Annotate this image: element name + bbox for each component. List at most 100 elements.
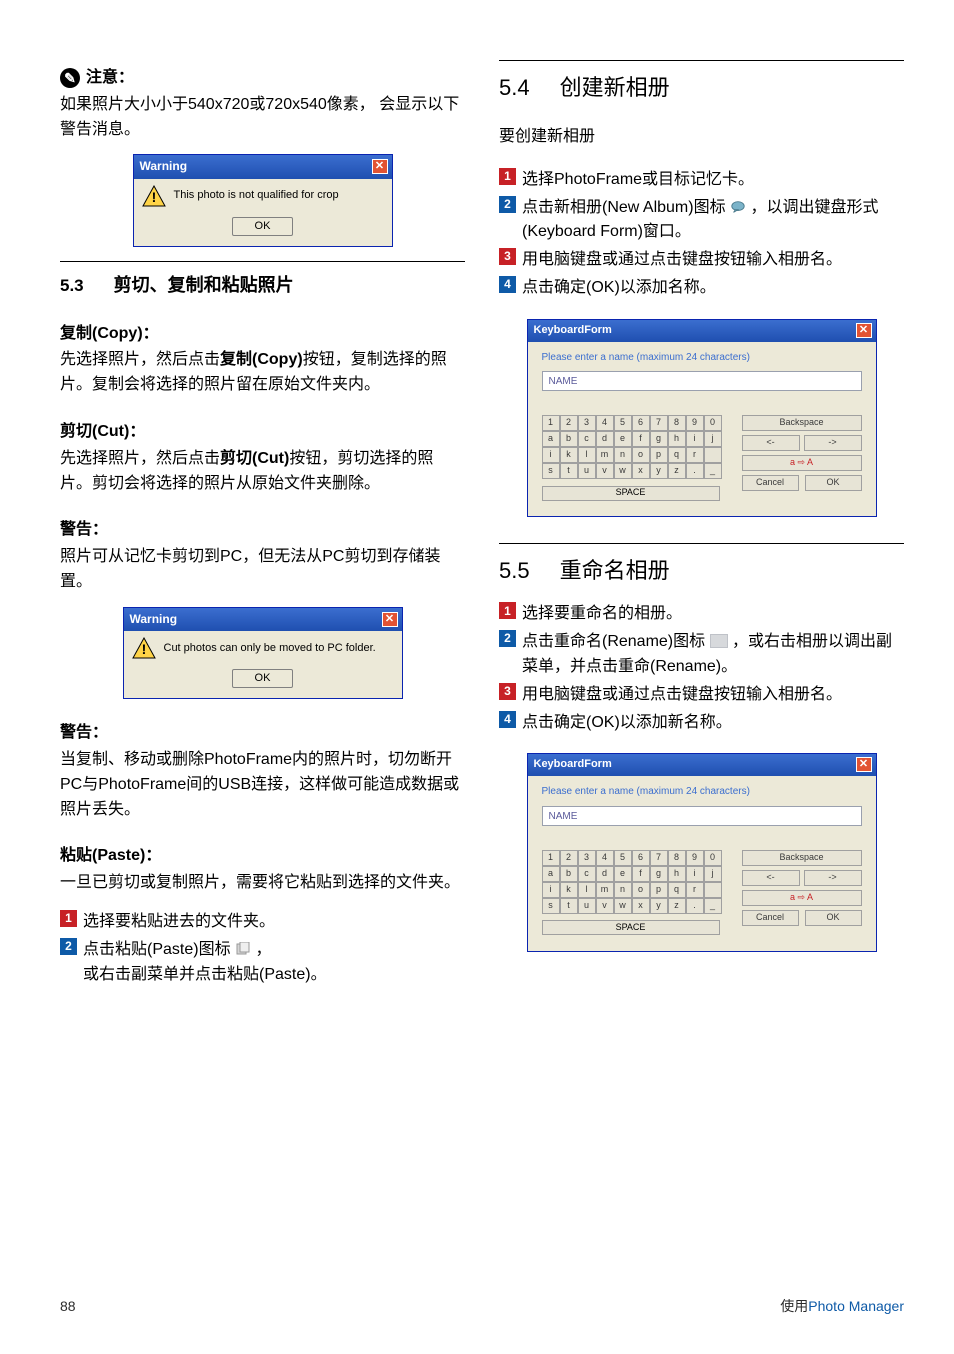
shift-key[interactable]: a ⇨ A — [742, 455, 862, 471]
kb-key[interactable]: q — [668, 882, 686, 898]
kb-key[interactable]: m — [596, 447, 614, 463]
name-input[interactable]: NAME — [542, 371, 862, 391]
kb-key[interactable]: 9 — [686, 850, 704, 866]
kb-key[interactable]: 5 — [614, 850, 632, 866]
kb-key[interactable]: g — [650, 866, 668, 882]
kb-key[interactable]: o — [632, 882, 650, 898]
kb-key[interactable]: j — [704, 431, 722, 447]
close-icon[interactable]: ✕ — [372, 159, 388, 174]
kb-key[interactable]: b — [560, 866, 578, 882]
kb-key[interactable]: c — [578, 866, 596, 882]
kb-key[interactable] — [704, 447, 722, 463]
kb-key[interactable]: u — [578, 898, 596, 914]
kb-key[interactable]: 0 — [704, 850, 722, 866]
kb-key[interactable]: _ — [704, 898, 722, 914]
shift-key[interactable]: a ⇨ A — [742, 890, 862, 906]
kb-key[interactable]: v — [596, 898, 614, 914]
kb-key[interactable]: y — [650, 898, 668, 914]
kb-key[interactable]: t — [560, 898, 578, 914]
kb-key[interactable]: u — [578, 463, 596, 479]
kb-key[interactable]: 4 — [596, 850, 614, 866]
kb-key[interactable]: p — [650, 447, 668, 463]
kb-key[interactable]: . — [686, 898, 704, 914]
kb-key[interactable]: 5 — [614, 415, 632, 431]
kb-key[interactable]: s — [542, 463, 560, 479]
cancel-button[interactable]: Cancel — [742, 475, 799, 491]
kb-key[interactable]: 6 — [632, 415, 650, 431]
space-key[interactable]: SPACE — [542, 486, 720, 501]
kb-key[interactable]: n — [614, 447, 632, 463]
ok-button[interactable]: OK — [805, 910, 862, 926]
kb-key[interactable]: 6 — [632, 850, 650, 866]
kb-key[interactable]: 1 — [542, 850, 560, 866]
kb-key[interactable] — [704, 882, 722, 898]
kb-key[interactable]: 7 — [650, 850, 668, 866]
kb-key[interactable]: r — [686, 882, 704, 898]
kb-key[interactable]: c — [578, 431, 596, 447]
kb-key[interactable]: l — [578, 882, 596, 898]
ok-button[interactable]: OK — [232, 669, 294, 688]
kb-key[interactable]: k — [560, 882, 578, 898]
kb-key[interactable]: z — [668, 898, 686, 914]
kb-key[interactable]: r — [686, 447, 704, 463]
kb-key[interactable]: 8 — [668, 850, 686, 866]
kb-key[interactable]: o — [632, 447, 650, 463]
kb-key[interactable]: e — [614, 431, 632, 447]
kb-key[interactable]: 4 — [596, 415, 614, 431]
kb-key[interactable]: p — [650, 882, 668, 898]
kb-key[interactable]: i — [686, 866, 704, 882]
left-arrow-key[interactable]: <- — [742, 435, 800, 451]
ok-button[interactable]: OK — [232, 217, 294, 236]
kb-key[interactable]: y — [650, 463, 668, 479]
left-arrow-key[interactable]: <- — [742, 870, 800, 886]
kb-key[interactable]: k — [560, 447, 578, 463]
kb-key[interactable]: h — [668, 866, 686, 882]
kb-key[interactable]: 2 — [560, 850, 578, 866]
name-input[interactable]: NAME — [542, 806, 862, 826]
kb-key[interactable]: 0 — [704, 415, 722, 431]
right-arrow-key[interactable]: -> — [804, 435, 862, 451]
kb-key[interactable]: v — [596, 463, 614, 479]
kb-key[interactable]: x — [632, 463, 650, 479]
close-icon[interactable]: ✕ — [856, 757, 872, 772]
backspace-key[interactable]: Backspace — [742, 415, 862, 431]
kb-key[interactable]: j — [704, 866, 722, 882]
kb-key[interactable]: w — [614, 463, 632, 479]
kb-key[interactable]: z — [668, 463, 686, 479]
kb-key[interactable]: q — [668, 447, 686, 463]
kb-key[interactable]: t — [560, 463, 578, 479]
kb-key[interactable]: n — [614, 882, 632, 898]
kb-key[interactable]: a — [542, 431, 560, 447]
kb-key[interactable]: f — [632, 866, 650, 882]
kb-key[interactable]: 3 — [578, 415, 596, 431]
kb-key[interactable]: e — [614, 866, 632, 882]
kb-key[interactable]: h — [668, 431, 686, 447]
kb-key[interactable]: w — [614, 898, 632, 914]
kb-key[interactable]: d — [596, 431, 614, 447]
kb-key[interactable]: m — [596, 882, 614, 898]
kb-key[interactable]: 1 — [542, 415, 560, 431]
kb-key[interactable]: i — [542, 447, 560, 463]
backspace-key[interactable]: Backspace — [742, 850, 862, 866]
kb-key[interactable]: b — [560, 431, 578, 447]
kb-key[interactable]: 7 — [650, 415, 668, 431]
ok-button[interactable]: OK — [805, 475, 862, 491]
kb-key[interactable]: a — [542, 866, 560, 882]
space-key[interactable]: SPACE — [542, 920, 720, 935]
kb-key[interactable]: d — [596, 866, 614, 882]
kb-key[interactable]: 2 — [560, 415, 578, 431]
kb-key[interactable]: 9 — [686, 415, 704, 431]
close-icon[interactable]: ✕ — [856, 323, 872, 338]
kb-key[interactable]: g — [650, 431, 668, 447]
kb-key[interactable]: s — [542, 898, 560, 914]
kb-key[interactable]: l — [578, 447, 596, 463]
kb-key[interactable]: . — [686, 463, 704, 479]
kb-key[interactable]: i — [542, 882, 560, 898]
kb-key[interactable]: _ — [704, 463, 722, 479]
kb-key[interactable]: x — [632, 898, 650, 914]
right-arrow-key[interactable]: -> — [804, 870, 862, 886]
kb-key[interactable]: f — [632, 431, 650, 447]
close-icon[interactable]: ✕ — [382, 612, 398, 627]
kb-key[interactable]: 8 — [668, 415, 686, 431]
cancel-button[interactable]: Cancel — [742, 910, 799, 926]
